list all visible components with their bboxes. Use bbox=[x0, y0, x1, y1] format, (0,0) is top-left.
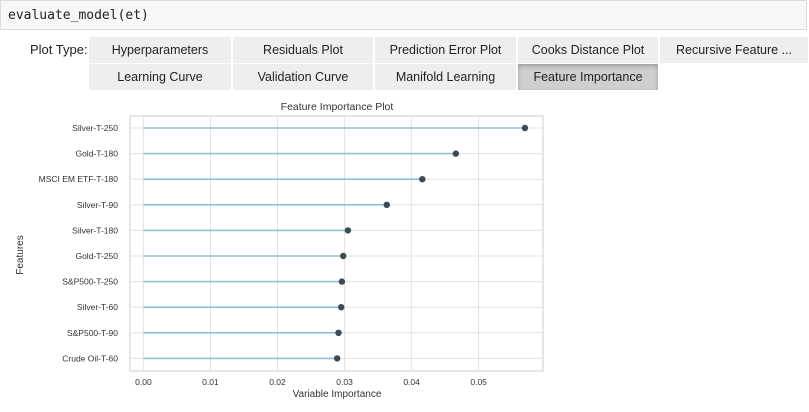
y-tick-label: MSCI EM ETF-T-180 bbox=[39, 174, 119, 184]
code-text: evaluate_model(et) bbox=[8, 8, 149, 23]
importance-dot bbox=[338, 278, 346, 285]
toggle-learning-curve[interactable]: Learning Curve bbox=[89, 64, 231, 90]
code-cell[interactable]: evaluate_model(et) bbox=[0, 0, 807, 30]
plot-type-label: Plot Type: bbox=[30, 42, 88, 57]
importance-dot bbox=[521, 124, 529, 132]
toggle-cooks-distance-plot[interactable]: Cooks Distance Plot bbox=[518, 37, 658, 63]
y-tick-label: Gold-T-180 bbox=[75, 149, 118, 159]
y-tick-label: S&P500-T-250 bbox=[62, 277, 118, 287]
y-tick-label: Crude Oil-T-60 bbox=[62, 353, 118, 363]
y-tick-label: Silver-T-180 bbox=[72, 225, 118, 235]
toggle-manifold-learning[interactable]: Manifold Learning bbox=[375, 64, 516, 90]
importance-dot bbox=[337, 304, 345, 311]
x-tick-label: 0.02 bbox=[269, 377, 286, 387]
importance-dot bbox=[340, 252, 347, 260]
importance-dot bbox=[419, 176, 426, 183]
importance-dot bbox=[344, 227, 352, 234]
x-tick-label: 0.00 bbox=[135, 377, 152, 387]
y-tick-label: Silver-T-60 bbox=[77, 302, 118, 312]
toggle-validation-curve[interactable]: Validation Curve bbox=[233, 64, 373, 90]
x-tick-label: 0.03 bbox=[336, 377, 353, 387]
y-axis-label: Features bbox=[15, 235, 26, 274]
feature-importance-chart: Feature Importance Plot Variable Importa… bbox=[15, 101, 544, 400]
importance-dot bbox=[383, 201, 390, 208]
x-axis-label: Variable Importance bbox=[293, 389, 382, 400]
toggle-prediction-error-plot[interactable]: Prediction Error Plot bbox=[375, 37, 516, 63]
toggle-feature-importance[interactable]: Feature Importance bbox=[518, 64, 658, 90]
chart-title: Feature Importance Plot bbox=[281, 101, 394, 113]
importance-dot bbox=[335, 329, 342, 336]
x-tick-label: 0.05 bbox=[470, 377, 487, 387]
y-tick-label: Silver-T-90 bbox=[77, 200, 118, 210]
x-tick-label: 0.01 bbox=[202, 377, 219, 387]
toggle-hyperparameters[interactable]: Hyperparameters bbox=[89, 37, 231, 63]
y-tick-label: Silver-T-250 bbox=[72, 123, 118, 133]
y-tick-label: Gold-T-250 bbox=[75, 251, 118, 261]
plot-area bbox=[129, 115, 544, 372]
toggle-recursive-feature[interactable]: Recursive Feature ... bbox=[660, 37, 808, 63]
importance-dot bbox=[452, 150, 460, 157]
y-tick-label: S&P500-T-90 bbox=[67, 328, 118, 338]
importance-dot bbox=[333, 355, 341, 362]
x-tick-label: 0.04 bbox=[403, 377, 420, 387]
toggle-residuals-plot[interactable]: Residuals Plot bbox=[233, 37, 373, 63]
